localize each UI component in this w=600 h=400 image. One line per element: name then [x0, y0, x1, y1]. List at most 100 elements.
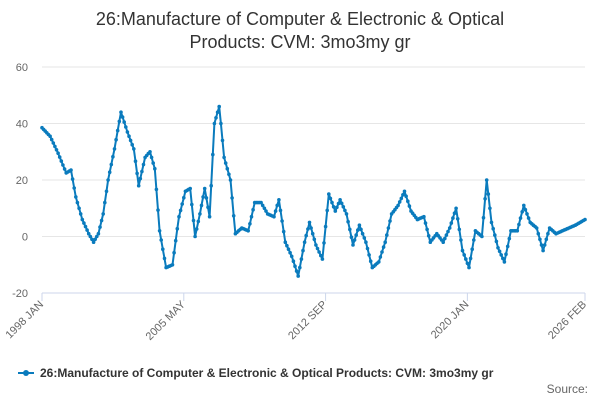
data-point — [182, 195, 186, 200]
data-point — [138, 176, 143, 181]
data-point — [525, 212, 529, 216]
data-point — [135, 171, 139, 176]
data-point — [106, 178, 110, 182]
x-tick-label: 1998 JAN — [3, 299, 46, 342]
data-point — [520, 210, 524, 214]
data-point — [222, 155, 226, 160]
data-point — [426, 234, 431, 238]
data-point — [206, 205, 210, 210]
y-tick-label: 40 — [16, 119, 28, 131]
data-point — [162, 256, 167, 261]
data-point — [272, 214, 276, 219]
data-point — [449, 221, 454, 225]
data-point — [455, 217, 460, 221]
data-point — [70, 177, 75, 181]
data-point — [211, 152, 215, 157]
data-point — [83, 224, 88, 229]
data-point — [82, 221, 86, 225]
data-point — [193, 234, 197, 239]
data-point — [53, 144, 57, 149]
data-point — [454, 206, 458, 211]
data-point — [333, 209, 338, 213]
legend-swatch-icon — [18, 370, 34, 376]
data-point — [323, 224, 328, 229]
x-tick-label: 2026 FEB — [546, 299, 589, 342]
data-point — [128, 138, 133, 143]
data-point — [451, 216, 455, 220]
data-point — [306, 227, 310, 231]
data-point — [151, 161, 155, 165]
data-point — [310, 231, 315, 236]
data-point — [202, 186, 207, 191]
y-tick-label: 20 — [16, 175, 28, 187]
data-point — [462, 253, 467, 257]
data-point — [283, 240, 288, 244]
data-point — [190, 202, 194, 207]
data-point — [356, 228, 360, 232]
data-point — [133, 159, 138, 163]
legend[interactable]: 26:Manufacture of Computer & Electronic … — [18, 366, 493, 380]
data-point — [328, 196, 333, 201]
data-point — [225, 166, 230, 171]
data-point — [467, 265, 471, 270]
data-point — [536, 231, 541, 236]
data-point — [302, 240, 307, 244]
data-point — [194, 227, 199, 231]
data-point — [273, 209, 278, 213]
data-point — [526, 216, 531, 220]
data-point — [175, 226, 180, 231]
data-point — [125, 130, 130, 134]
data-point — [149, 155, 154, 160]
data-point — [319, 253, 323, 258]
data-point — [357, 223, 362, 227]
data-point — [354, 233, 359, 237]
data-point — [468, 256, 473, 261]
data-point — [364, 240, 368, 244]
data-point — [542, 243, 547, 247]
data-point — [75, 200, 80, 205]
data-point — [335, 205, 339, 210]
data-point — [285, 243, 289, 248]
data-point — [422, 214, 426, 219]
data-point — [119, 110, 123, 114]
data-point — [260, 203, 265, 208]
data-point — [48, 134, 52, 138]
data-point — [209, 183, 213, 188]
data-point — [69, 168, 73, 172]
data-point — [423, 221, 428, 225]
data-point — [480, 234, 484, 239]
data-point — [505, 244, 510, 249]
data-point — [180, 202, 184, 206]
data-point — [117, 119, 122, 124]
data-point — [231, 214, 236, 218]
data-point — [177, 214, 181, 219]
data-point — [299, 257, 304, 261]
data-point — [262, 206, 267, 211]
data-point — [281, 229, 286, 234]
data-point — [499, 253, 504, 257]
data-point — [402, 189, 407, 194]
data-point — [259, 200, 263, 205]
data-point — [304, 233, 309, 238]
data-point — [227, 172, 231, 177]
data-point — [388, 219, 392, 223]
data-point — [170, 263, 175, 267]
data-point — [404, 194, 408, 198]
data-point — [406, 199, 410, 203]
chart-title-line-2: Products: CVM: 3mo3my gr — [189, 32, 411, 52]
data-point — [104, 189, 109, 194]
data-point — [140, 169, 144, 174]
data-point — [496, 246, 500, 250]
data-point — [191, 218, 196, 223]
data-point — [178, 208, 183, 213]
data-point — [54, 148, 59, 152]
data-point — [77, 206, 81, 211]
data-point — [61, 163, 65, 167]
data-point — [534, 226, 539, 230]
data-point — [465, 261, 470, 266]
x-tick-label: 2005 MAY — [144, 298, 189, 343]
data-point — [501, 256, 505, 261]
y-tick-label: 60 — [16, 62, 28, 74]
data-point — [348, 227, 352, 232]
data-point — [120, 115, 125, 119]
